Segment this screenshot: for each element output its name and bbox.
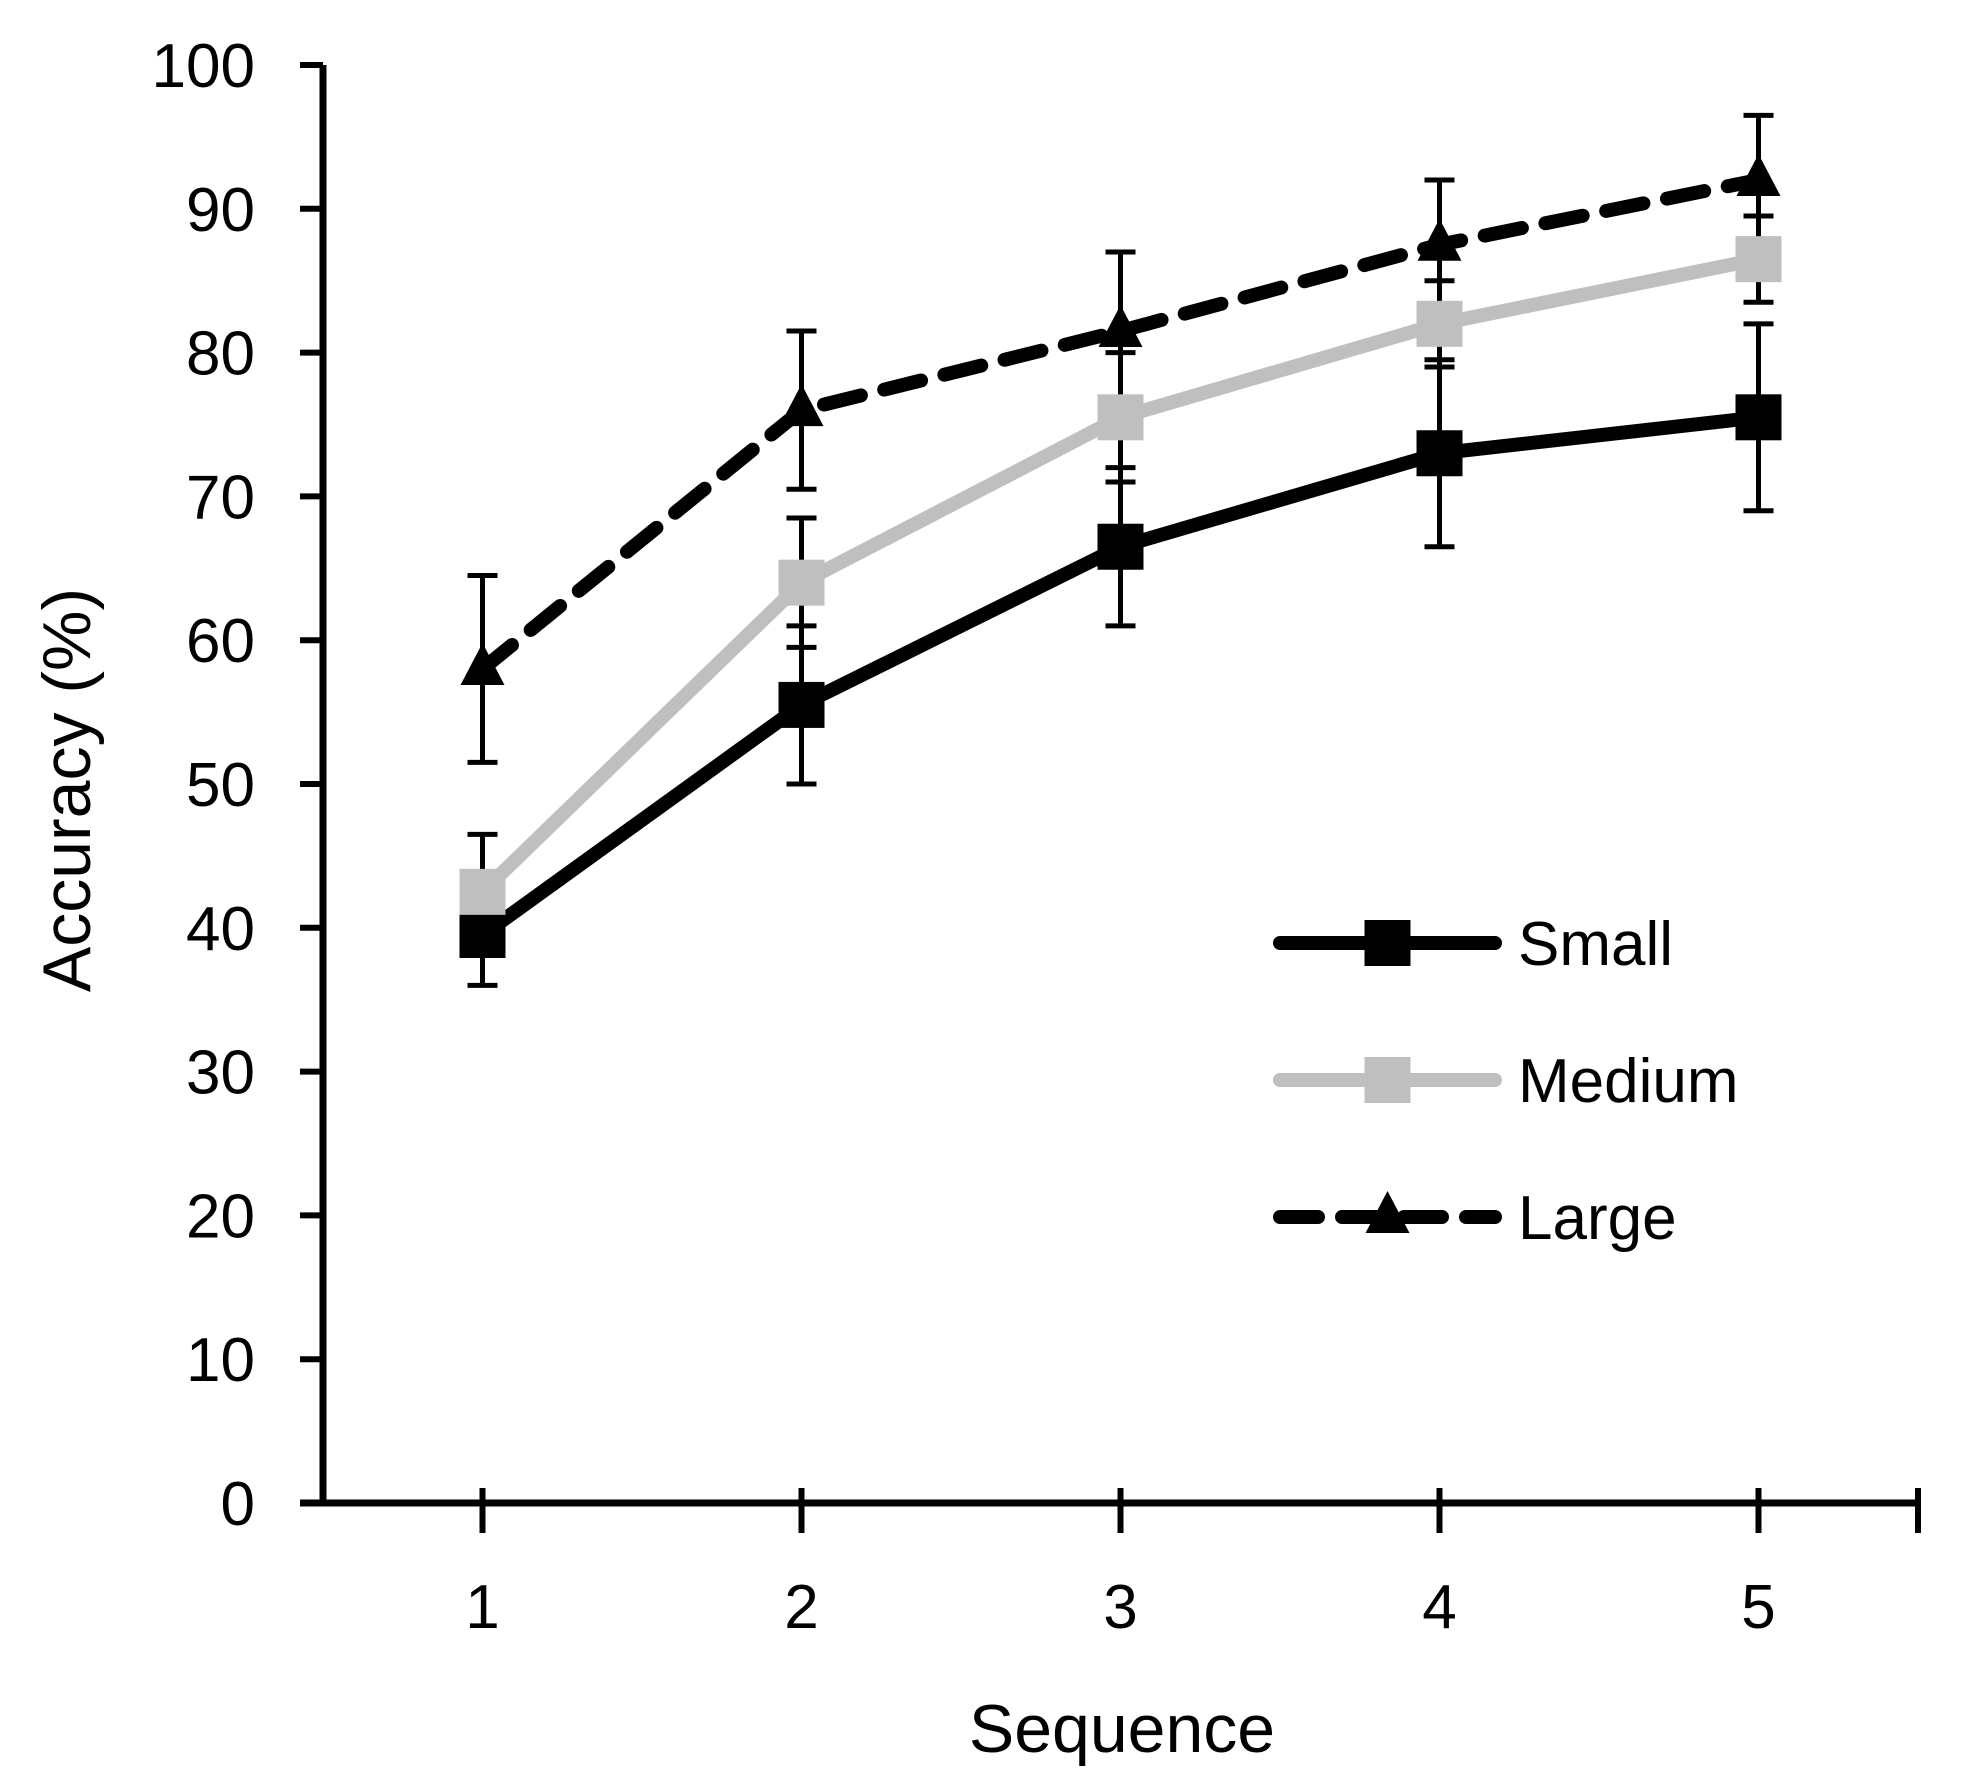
x-axis-label: Sequence <box>969 1691 1275 1767</box>
data-point-small <box>1416 430 1463 477</box>
data-point-large <box>1736 154 1781 197</box>
y-tick-label: 0 <box>221 1470 255 1539</box>
data-point-small <box>1735 394 1782 441</box>
legend-marker <box>1364 920 1411 966</box>
legend-marker <box>1365 1191 1410 1233</box>
x-tick-label: 5 <box>1741 1573 1775 1642</box>
y-tick-label: 60 <box>186 607 255 676</box>
legend-item-medium: Medium <box>1273 1047 1739 1116</box>
legend-label: Small <box>1518 910 1673 979</box>
y-tick-label: 100 <box>152 32 255 101</box>
series-markers <box>459 154 1782 958</box>
data-point-medium <box>1416 300 1463 347</box>
data-point-medium <box>459 868 506 915</box>
data-point-large <box>460 642 505 685</box>
y-tick-label: 70 <box>186 463 255 532</box>
data-point-medium <box>778 559 825 606</box>
data-point-large <box>1417 218 1462 261</box>
x-tick-label: 3 <box>1103 1573 1137 1642</box>
y-tick-label: 20 <box>186 1182 255 1251</box>
y-tick-label: 90 <box>186 176 255 245</box>
y-tick-label: 10 <box>186 1326 255 1395</box>
legend: Small Medium Large <box>1273 910 1739 1253</box>
x-tick-label: 4 <box>1422 1573 1456 1642</box>
y-tick-label: 50 <box>186 751 255 820</box>
legend-item-small: Small <box>1273 910 1673 979</box>
legend-marker <box>1364 1057 1411 1103</box>
y-tick-label: 80 <box>186 320 255 389</box>
data-point-medium <box>1735 236 1782 283</box>
legend-item-large: Large <box>1273 1184 1677 1253</box>
data-point-medium <box>1097 394 1144 441</box>
y-axis-label: Accuracy (%) <box>29 588 105 992</box>
x-tick-label: 1 <box>465 1573 499 1642</box>
y-tick-label: 30 <box>186 1039 255 1108</box>
data-point-large <box>779 384 824 427</box>
data-point-large <box>1098 305 1143 348</box>
legend-label: Medium <box>1518 1047 1739 1116</box>
x-tick-label: 2 <box>784 1573 818 1642</box>
data-point-small <box>778 681 825 728</box>
legend-label: Large <box>1518 1184 1677 1253</box>
data-point-small <box>1097 523 1144 570</box>
y-tick-label: 40 <box>186 895 255 964</box>
data-point-small <box>459 911 506 958</box>
axes: 0 10 20 30 40 50 60 70 80 90 100 1 2 3 4 5 <box>152 32 1921 1642</box>
